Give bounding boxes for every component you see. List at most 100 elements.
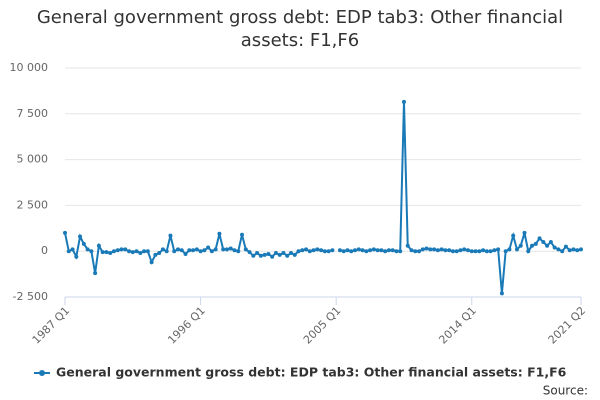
data-point — [221, 247, 226, 252]
x-tick-label: 2005 Q1 — [301, 304, 344, 347]
data-point — [458, 248, 463, 253]
chart-title: General government gross debt: EDP tab3:… — [36, 7, 564, 51]
data-point — [447, 248, 452, 253]
data-point — [360, 248, 365, 253]
x-tick-label: 1987 Q1 — [30, 304, 73, 347]
data-point — [104, 250, 109, 255]
x-tick-label: 2021 Q2 — [546, 304, 589, 347]
legend-marker — [39, 370, 45, 376]
data-point — [179, 248, 184, 253]
data-point — [258, 253, 263, 258]
data-point — [481, 248, 486, 253]
data-point — [130, 250, 135, 255]
data-point — [507, 247, 512, 252]
data-point — [428, 247, 433, 252]
data-point — [496, 247, 501, 252]
data-point — [492, 248, 497, 253]
data-point — [251, 253, 256, 258]
y-tick-label: 5 000 — [17, 153, 49, 166]
data-point — [243, 247, 248, 252]
data-point — [567, 248, 572, 253]
data-point — [63, 230, 67, 235]
data-point — [85, 247, 90, 252]
data-point — [386, 248, 391, 253]
data-point — [556, 247, 561, 252]
data-point — [115, 248, 120, 253]
data-point — [409, 248, 414, 253]
data-point — [552, 245, 557, 250]
data-point — [413, 249, 418, 254]
data-point — [296, 249, 301, 254]
series-line — [64, 101, 582, 294]
data-point — [160, 247, 165, 252]
data-point — [281, 251, 286, 256]
data-point — [432, 247, 437, 252]
data-point — [240, 232, 245, 237]
data-point — [364, 249, 369, 254]
data-point — [232, 248, 237, 253]
data-point — [526, 249, 531, 254]
data-point — [224, 247, 229, 252]
data-point — [206, 245, 211, 250]
data-point — [401, 99, 406, 104]
data-point — [443, 248, 448, 253]
x-tick-label: 1996 Q1 — [165, 304, 208, 347]
data-point — [417, 249, 422, 254]
data-point — [119, 247, 124, 252]
data-point — [477, 249, 482, 254]
data-point — [337, 248, 342, 253]
data-point — [511, 233, 516, 238]
data-point — [157, 251, 162, 256]
data-point — [89, 249, 94, 254]
data-point — [285, 253, 290, 258]
data-point — [522, 230, 527, 235]
y-tick-label: 7 500 — [17, 107, 49, 120]
data-point — [462, 247, 467, 252]
data-point — [368, 248, 373, 253]
data-point — [100, 250, 105, 255]
data-point — [202, 248, 207, 253]
data-point — [292, 252, 297, 257]
y-tick-label: 10 000 — [10, 61, 49, 74]
data-point — [503, 249, 508, 254]
data-point — [379, 248, 384, 253]
data-point — [450, 249, 455, 254]
data-point — [266, 251, 271, 256]
data-point — [575, 248, 580, 253]
data-point — [315, 247, 320, 252]
data-point — [424, 246, 429, 251]
data-point — [319, 248, 324, 253]
data-point — [311, 248, 316, 253]
data-point — [209, 249, 214, 254]
data-point — [191, 248, 196, 253]
data-point — [484, 249, 489, 254]
data-point — [288, 251, 293, 256]
data-point — [134, 249, 139, 254]
data-point — [183, 251, 188, 256]
data-point — [213, 247, 218, 252]
data-point — [198, 249, 203, 254]
data-point — [81, 241, 86, 246]
data-point — [153, 252, 158, 257]
data-point — [571, 247, 576, 252]
data-point — [537, 236, 542, 241]
data-point — [469, 249, 474, 254]
data-point — [349, 249, 354, 254]
data-point — [123, 247, 128, 252]
data-point — [560, 249, 565, 254]
data-point — [127, 249, 132, 254]
data-point — [74, 254, 79, 259]
data-point — [93, 271, 98, 276]
data-point — [96, 243, 101, 248]
data-point — [300, 248, 305, 253]
data-point — [345, 248, 350, 253]
data-point — [78, 234, 83, 239]
data-point — [356, 247, 361, 252]
data-point — [541, 240, 546, 245]
data-point — [488, 249, 493, 254]
data-point — [142, 249, 147, 254]
data-point — [277, 252, 282, 257]
data-point — [473, 249, 478, 254]
